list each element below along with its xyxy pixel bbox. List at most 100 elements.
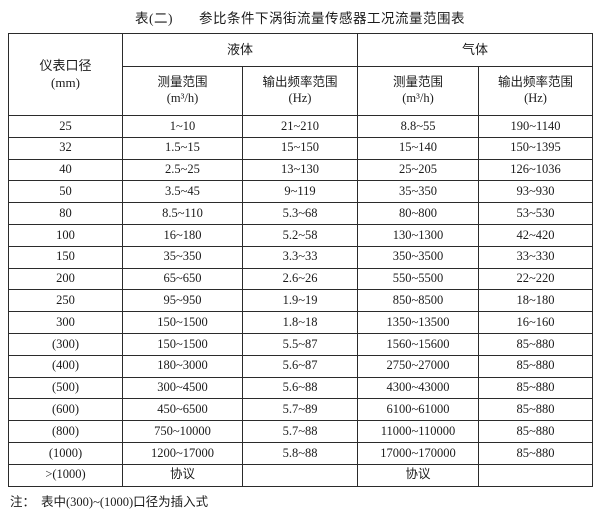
cell-gas-measure-range: 130~1300 <box>357 223 480 247</box>
cell-gas-measure-range: 850~8500 <box>357 289 480 313</box>
cell-liquid-frequency-range: 13~130 <box>241 158 359 182</box>
cell-diameter: 40 <box>8 158 123 182</box>
cell-liquid-measure-range: 16~180 <box>122 223 243 247</box>
cell-gas-measure-range: 350~3500 <box>357 245 480 269</box>
cell-liquid-measure-range: 150~1500 <box>122 332 243 356</box>
cell-liquid-frequency-range <box>241 463 359 487</box>
cell-liquid-frequency-range: 9~119 <box>241 180 359 204</box>
cell-gas-measure-range: 550~5500 <box>357 267 480 291</box>
flow-range-table: 仪表口径 (mm) 液体 气体 测量范围 (m³/h) 输出频率范围 (Hz) … <box>8 33 594 487</box>
cell-diameter: 300 <box>8 311 123 334</box>
cell-gas-frequency-range: 85~880 <box>478 441 594 465</box>
cell-liquid-measure-range: 300~4500 <box>122 376 243 400</box>
cell-liquid-frequency-range: 5.7~88 <box>241 420 359 443</box>
header-gas-freq-label: 输出频率范围 <box>498 75 574 90</box>
cell-liquid-measure-range: 1200~17000 <box>122 441 243 465</box>
cell-gas-measure-range: 15~140 <box>357 136 480 160</box>
cell-gas-frequency-range <box>478 463 594 487</box>
table-row: >(1000) 协议 协议 <box>8 463 594 487</box>
cell-gas-frequency-range: 93~930 <box>478 180 594 204</box>
cell-gas-frequency-range: 85~880 <box>478 354 594 378</box>
cell-diameter: (600) <box>8 398 123 422</box>
table-row: 80 8.5~110 5.3~68 80~800 53~530 <box>8 202 594 225</box>
cell-gas-measure-range: 35~350 <box>357 180 480 204</box>
table-row: 32 1.5~15 15~150 15~140 150~1395 <box>8 136 594 160</box>
cell-gas-measure-range: 8.8~55 <box>357 115 480 138</box>
cell-gas-frequency-range: 85~880 <box>478 420 594 443</box>
header-gas-measure-unit: (m³/h) <box>402 91 434 105</box>
cell-liquid-frequency-range: 5.6~87 <box>241 354 359 378</box>
cell-gas-measure-range: 1560~15600 <box>357 332 480 356</box>
cell-liquid-frequency-range: 1.8~18 <box>241 311 359 334</box>
cell-gas-measure-range: 2750~27000 <box>357 354 480 378</box>
table-title-text: 参比条件下涡街流量传感器工况流量范围表 <box>199 11 465 26</box>
header-liquid-freq: 输出频率范围 (Hz) <box>241 66 359 116</box>
cell-liquid-frequency-range: 21~210 <box>241 115 359 138</box>
page-title: 表(二) 参比条件下涡街流量传感器工况流量范围表 <box>0 7 600 27</box>
cell-liquid-measure-range: 8.5~110 <box>122 202 243 225</box>
cell-gas-frequency-range: 33~330 <box>478 245 594 269</box>
header-liquid-freq-unit: (Hz) <box>288 91 312 105</box>
cell-gas-frequency-range: 18~180 <box>478 289 594 313</box>
cell-liquid-frequency-range: 1.9~19 <box>241 289 359 313</box>
cell-gas-frequency-range: 85~880 <box>478 332 594 356</box>
cell-gas-measure-range: 11000~110000 <box>357 420 480 443</box>
table-row: (600) 450~6500 5.7~89 6100~61000 85~880 <box>8 398 594 422</box>
table-row: (300) 150~1500 5.5~87 1560~15600 85~880 <box>8 332 594 356</box>
table-row: 250 95~950 1.9~19 850~8500 18~180 <box>8 289 594 313</box>
cell-gas-frequency-range: 150~1395 <box>478 136 594 160</box>
cell-diameter: 200 <box>8 267 123 291</box>
table-row: 200 65~650 2.6~26 550~5500 22~220 <box>8 267 594 291</box>
header-diameter: 仪表口径 (mm) <box>8 33 123 116</box>
cell-gas-frequency-range: 190~1140 <box>478 115 594 138</box>
table-number: 表(二) <box>135 11 173 26</box>
header-liquid-measure-label: 测量范围 <box>157 75 208 90</box>
cell-liquid-frequency-range: 2.6~26 <box>241 267 359 291</box>
cell-liquid-measure-range: 2.5~25 <box>122 158 243 182</box>
cell-gas-frequency-range: 42~420 <box>478 223 594 247</box>
cell-liquid-measure-range: 450~6500 <box>122 398 243 422</box>
cell-gas-frequency-range: 85~880 <box>478 398 594 422</box>
header-gas-measure: 测量范围 (m³/h) <box>357 66 480 116</box>
header-liquid-measure: 测量范围 (m³/h) <box>122 66 243 116</box>
table-header: 仪表口径 (mm) 液体 气体 测量范围 (m³/h) 输出频率范围 (Hz) … <box>8 33 594 116</box>
cell-gas-frequency-range: 85~880 <box>478 376 594 400</box>
table-row: 50 3.5~45 9~119 35~350 93~930 <box>8 180 594 204</box>
cell-diameter: (400) <box>8 354 123 378</box>
cell-gas-frequency-range: 53~530 <box>478 202 594 225</box>
cell-gas-measure-range: 25~205 <box>357 158 480 182</box>
cell-diameter: (800) <box>8 420 123 443</box>
table-row: 25 1~10 21~210 8.8~55 190~1140 <box>8 115 594 138</box>
header-gas-freq-unit: (Hz) <box>524 91 547 105</box>
cell-liquid-measure-range: 180~3000 <box>122 354 243 378</box>
header-group-liquid: 液体 <box>121 33 359 67</box>
header-liquid-measure-unit: (m³/h) <box>166 91 199 105</box>
header-gas-measure-label: 测量范围 <box>393 75 444 90</box>
cell-liquid-frequency-range: 5.6~88 <box>241 376 359 400</box>
cell-liquid-measure-range: 1~10 <box>122 115 243 138</box>
cell-diameter: 50 <box>8 180 123 204</box>
table-body: 25 1~10 21~210 8.8~55 190~1140 32 1.5~15… <box>8 115 594 487</box>
footnote: 注： 表中(300)~(1000)口径为插入式 <box>10 491 208 510</box>
cell-gas-measure-range: 80~800 <box>357 202 480 225</box>
cell-liquid-frequency-range: 5.3~68 <box>241 202 359 225</box>
cell-liquid-measure-range: 1.5~15 <box>122 136 243 160</box>
cell-liquid-measure-range: 35~350 <box>122 245 243 269</box>
cell-liquid-frequency-range: 5.8~88 <box>241 441 359 465</box>
cell-liquid-frequency-range: 5.7~89 <box>241 398 359 422</box>
header-diameter-unit: (mm) <box>51 74 80 90</box>
cell-gas-measure-range: 协议 <box>357 463 480 487</box>
cell-gas-frequency-range: 22~220 <box>478 267 594 291</box>
cell-liquid-frequency-range: 15~150 <box>241 136 359 160</box>
cell-diameter: (300) <box>8 332 123 356</box>
cell-liquid-measure-range: 95~950 <box>122 289 243 313</box>
table-row: (1000) 1200~17000 5.8~88 17000~170000 85… <box>8 441 594 465</box>
cell-diameter: 150 <box>8 245 123 269</box>
header-diameter-label: 仪表口径 <box>39 58 92 74</box>
cell-diameter: (1000) <box>8 441 123 465</box>
cell-diameter: 32 <box>8 136 123 160</box>
cell-gas-measure-range: 4300~43000 <box>357 376 480 400</box>
cell-gas-frequency-range: 16~160 <box>478 311 594 334</box>
table-row: (800) 750~10000 5.7~88 11000~110000 85~8… <box>8 420 594 443</box>
cell-liquid-frequency-range: 5.5~87 <box>241 332 359 356</box>
